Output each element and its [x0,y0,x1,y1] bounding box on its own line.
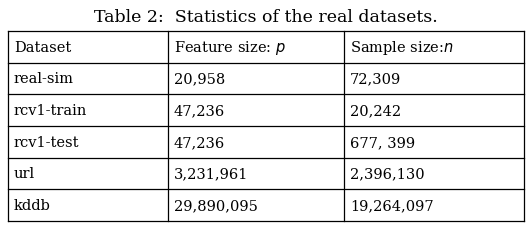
Text: Dataset: Dataset [14,41,71,55]
Text: 20,242: 20,242 [350,104,401,118]
Text: 20,958: 20,958 [174,72,225,86]
Text: rcv1-train: rcv1-train [14,104,87,118]
Text: Sample size:$n$: Sample size:$n$ [350,39,454,56]
Text: 3,231,961: 3,231,961 [174,167,248,181]
Text: url: url [14,167,35,181]
Text: Table 2:  Statistics of the real datasets.: Table 2: Statistics of the real datasets… [94,9,438,26]
Text: 2,396,130: 2,396,130 [350,167,425,181]
Text: 47,236: 47,236 [174,104,225,118]
Text: 47,236: 47,236 [174,135,225,149]
Text: kddb: kddb [14,198,51,212]
Text: 19,264,097: 19,264,097 [350,198,434,212]
Text: 29,890,095: 29,890,095 [174,198,258,212]
Text: 677, 399: 677, 399 [350,135,415,149]
Text: Feature size: $p$: Feature size: $p$ [174,39,286,56]
Text: real-sim: real-sim [14,72,74,86]
Text: rcv1-test: rcv1-test [14,135,79,149]
Text: 72,309: 72,309 [350,72,401,86]
